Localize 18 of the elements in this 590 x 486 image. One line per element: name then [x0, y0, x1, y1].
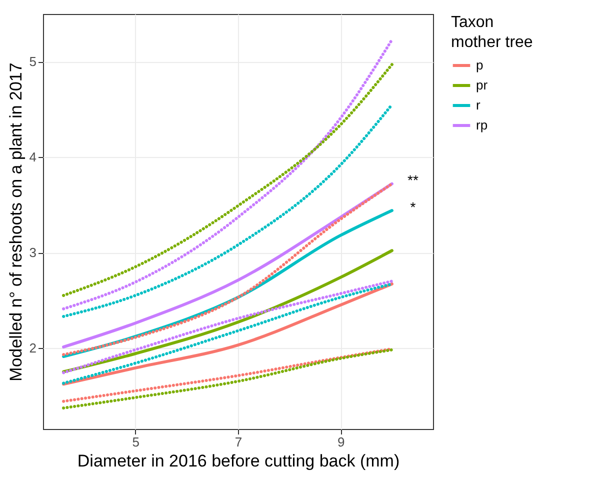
legend-label: p — [476, 58, 484, 72]
line-series — [62, 249, 394, 374]
y-tick-label: 5 — [29, 54, 36, 70]
legend-label: rp — [476, 118, 488, 132]
y-tick-label: 4 — [29, 150, 36, 165]
legend-label: pr — [476, 78, 488, 92]
x-tick-label: 7 — [234, 434, 242, 450]
legend-title: Taxon mother tree — [451, 14, 533, 51]
annotation: * — [410, 199, 416, 215]
annotation: ** — [408, 172, 419, 188]
x-axis-title: Diameter in 2016 before cutting back (mm) — [77, 452, 400, 470]
y-axis-title: Modelled n° of reshoots on a plant in 2017 — [6, 62, 26, 382]
y-tick-label: 3 — [29, 245, 36, 260]
y-tick-label: 2 — [29, 340, 36, 356]
x-tick-label: 9 — [338, 434, 345, 450]
x-tick-label: 5 — [132, 434, 140, 450]
legend-label: r — [476, 98, 481, 112]
line-series — [62, 103, 394, 318]
